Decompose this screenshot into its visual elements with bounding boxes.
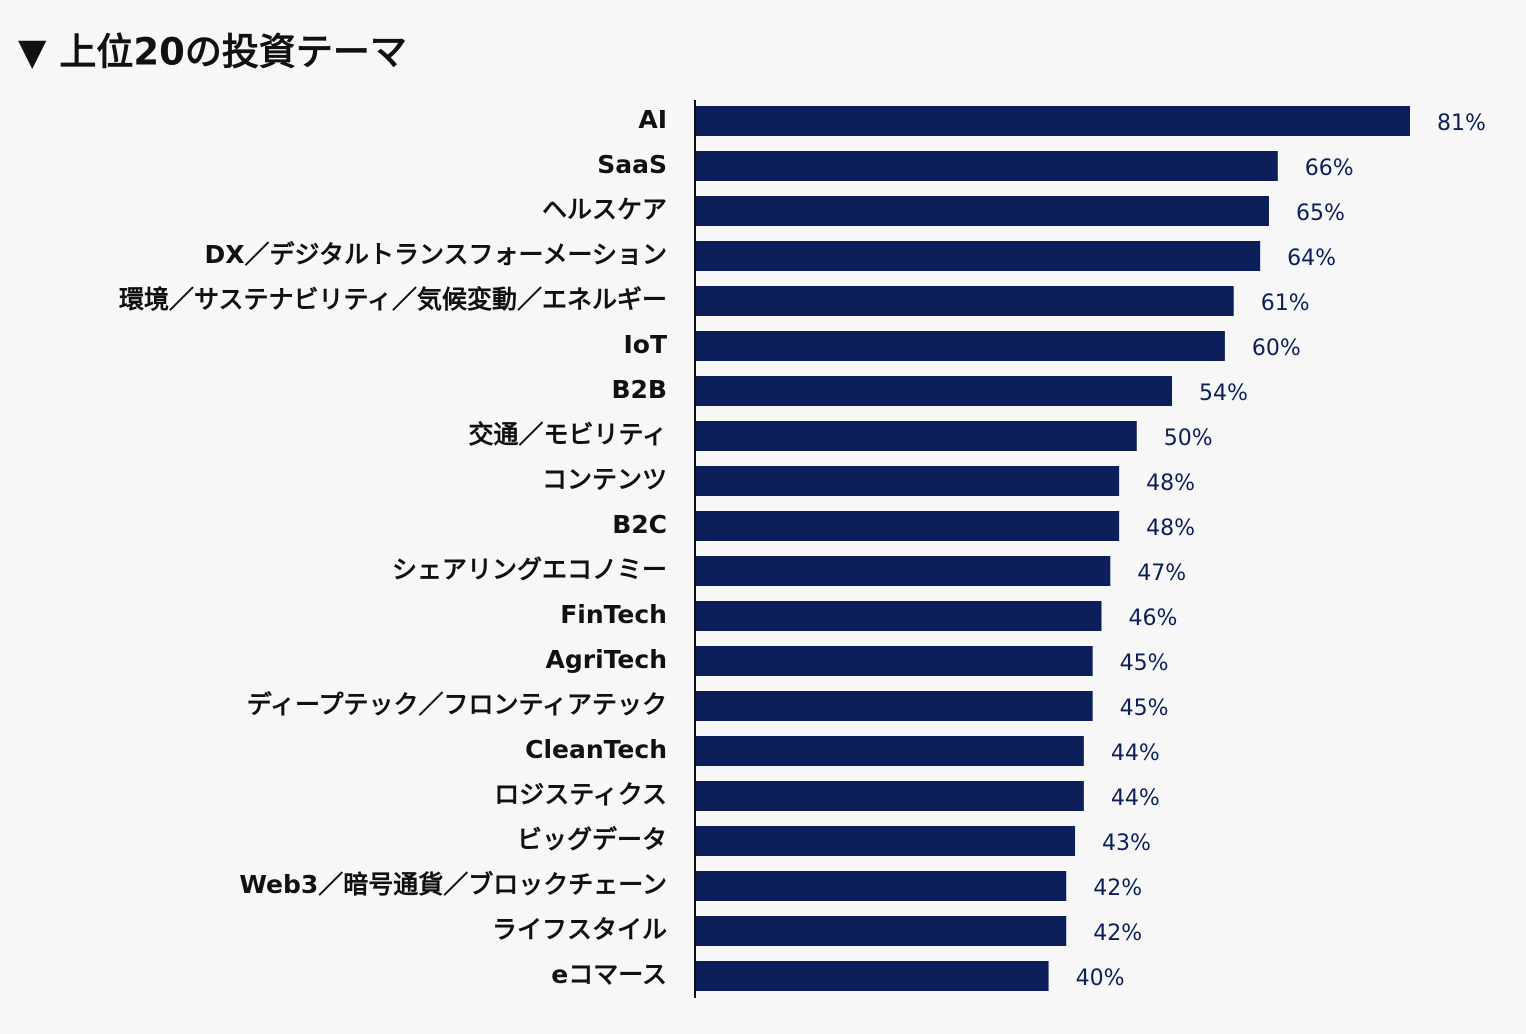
chart-title: ▼ 上位20の投資テーマ bbox=[18, 31, 407, 74]
value-label: 46% bbox=[1128, 606, 1177, 631]
category-label: FinTech bbox=[560, 600, 667, 629]
bar bbox=[696, 511, 1120, 541]
value-label: 45% bbox=[1120, 651, 1169, 676]
category-label: SaaS bbox=[597, 150, 667, 179]
value-label: 44% bbox=[1111, 741, 1160, 766]
category-label: ビッグデータ bbox=[517, 825, 667, 854]
category-label: IoT bbox=[623, 330, 667, 359]
value-label: 61% bbox=[1261, 291, 1310, 316]
value-label: 60% bbox=[1252, 336, 1301, 361]
category-label: ライフスタイル bbox=[492, 915, 667, 944]
value-label: 42% bbox=[1093, 876, 1142, 901]
bar bbox=[696, 691, 1093, 721]
value-label: 48% bbox=[1146, 471, 1195, 496]
category-label: AgriTech bbox=[546, 645, 667, 674]
value-label: 42% bbox=[1093, 921, 1142, 946]
bar bbox=[696, 421, 1137, 451]
bar bbox=[696, 286, 1234, 316]
category-label: シェアリングエコノミー bbox=[392, 555, 667, 584]
bar bbox=[696, 331, 1225, 361]
value-label: 64% bbox=[1287, 246, 1336, 271]
bar bbox=[696, 466, 1120, 496]
category-label: AI bbox=[638, 105, 667, 134]
value-label: 40% bbox=[1076, 966, 1125, 991]
category-label: 交通／モビリティ bbox=[468, 420, 667, 449]
value-label: 45% bbox=[1120, 696, 1169, 721]
category-label: CleanTech bbox=[525, 735, 667, 764]
bar bbox=[696, 151, 1278, 181]
value-label: 81% bbox=[1437, 111, 1486, 136]
bar bbox=[696, 241, 1261, 271]
category-label: Web3／暗号通貨／ブロックチェーン bbox=[239, 870, 667, 899]
bar bbox=[696, 196, 1269, 226]
category-label: 環境／サステナビリティ／気候変動／エネルギー bbox=[119, 285, 667, 314]
value-label: 47% bbox=[1137, 561, 1186, 586]
value-label: 50% bbox=[1164, 426, 1213, 451]
bar bbox=[696, 916, 1067, 946]
value-label: 65% bbox=[1296, 201, 1345, 226]
value-label: 44% bbox=[1111, 786, 1160, 811]
bar bbox=[696, 826, 1076, 856]
value-label: 54% bbox=[1199, 381, 1248, 406]
category-label: ヘルスケア bbox=[542, 195, 667, 224]
category-label: ロジスティクス bbox=[494, 780, 667, 809]
category-label: eコマース bbox=[551, 960, 667, 989]
category-label: DX／デジタルトランスフォーメーション bbox=[204, 240, 667, 269]
bar bbox=[696, 961, 1049, 991]
category-label: ディープテック／フロンティアテック bbox=[247, 690, 667, 719]
bar bbox=[696, 871, 1067, 901]
category-label: B2B bbox=[611, 375, 667, 404]
category-label: B2C bbox=[612, 510, 667, 539]
value-label: 43% bbox=[1102, 831, 1151, 856]
category-label: コンテンツ bbox=[542, 465, 667, 494]
bar bbox=[696, 781, 1084, 811]
bar bbox=[696, 601, 1102, 631]
value-label: 48% bbox=[1146, 516, 1195, 541]
bar bbox=[696, 646, 1093, 676]
value-label: 66% bbox=[1305, 156, 1354, 181]
bar bbox=[696, 556, 1111, 586]
bar bbox=[696, 736, 1084, 766]
bar bbox=[696, 106, 1411, 136]
bar bbox=[696, 376, 1173, 406]
